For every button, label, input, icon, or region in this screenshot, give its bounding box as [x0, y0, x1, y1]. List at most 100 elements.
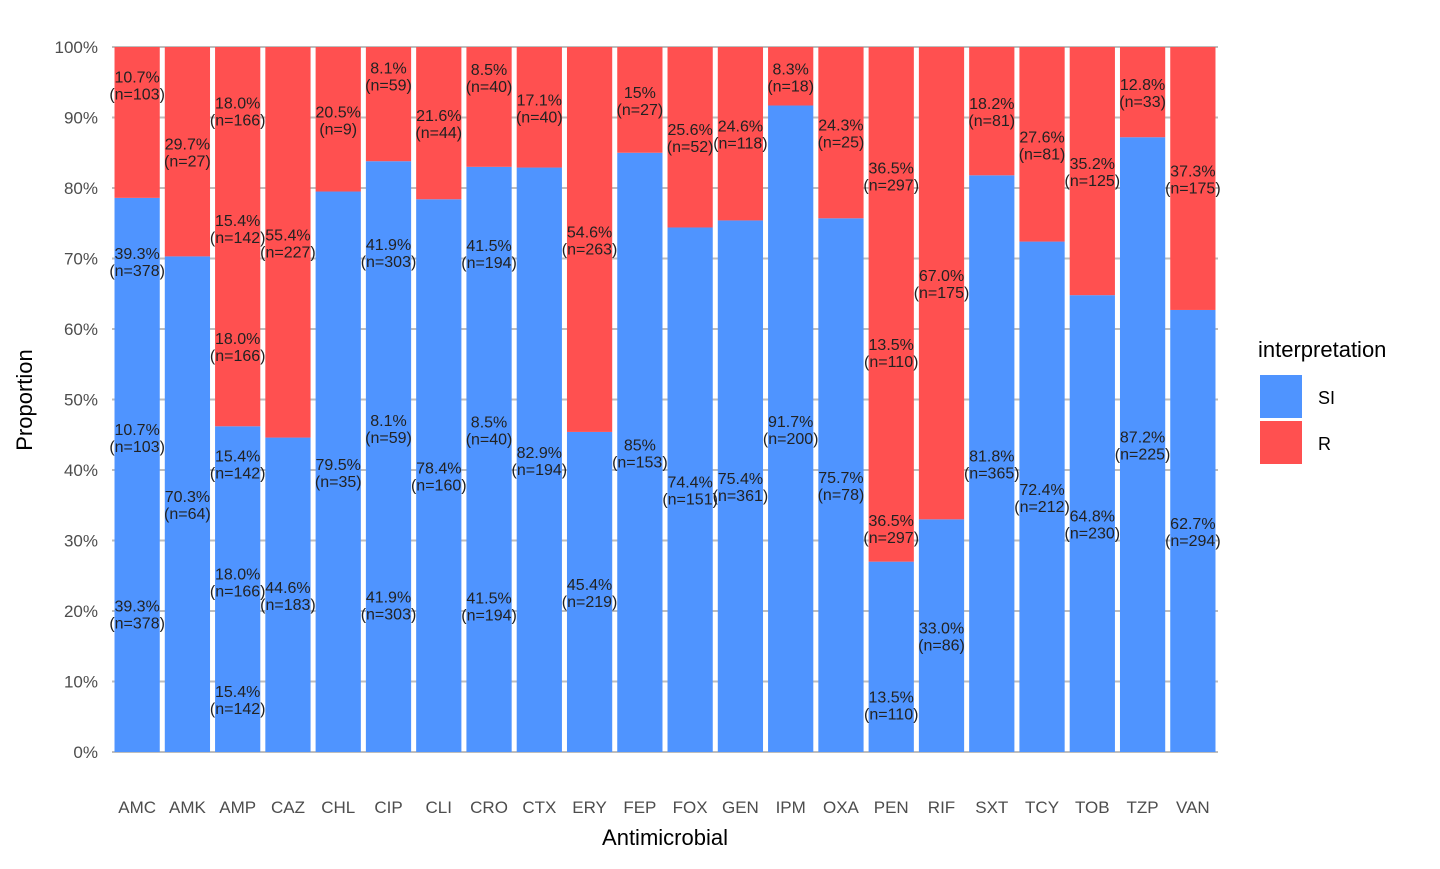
data-label-n: (n=103) [109, 87, 165, 104]
x-tick-label: CLI [426, 798, 452, 817]
legend-label-si: SI [1318, 388, 1335, 408]
data-label-n: (n=303) [361, 606, 417, 623]
y-axis-title: Proportion [12, 349, 37, 451]
y-tick-label: 0% [73, 743, 98, 762]
x-tick-label: FOX [673, 798, 708, 817]
data-label-n: (n=78) [818, 487, 865, 504]
data-label-pct: 54.6% [567, 224, 612, 241]
bar-r-sxt [969, 47, 1015, 176]
bar-r-tzp [1119, 47, 1166, 138]
bar-r-amk [164, 47, 211, 257]
bar-r-amp [215, 47, 261, 427]
data-label-n: (n=160) [411, 478, 467, 495]
legend-swatch-si [1260, 375, 1302, 418]
data-label-pct: 41.5% [466, 591, 511, 608]
data-label-pct: 75.4% [718, 471, 763, 488]
data-label-pct: 24.6% [718, 119, 763, 136]
data-label-n: (n=27) [617, 102, 664, 119]
x-tick-label: CAZ [271, 798, 305, 817]
data-label-n: (n=212) [1014, 499, 1070, 516]
data-label-pct: 27.6% [1019, 129, 1064, 146]
bar-r-rif [918, 47, 965, 520]
y-tick-label: 20% [64, 602, 98, 621]
data-label-pct: 39.3% [114, 598, 159, 615]
x-tick-label: OXA [823, 798, 860, 817]
data-label-n: (n=40) [466, 79, 513, 96]
bar-si-amk [164, 256, 211, 752]
data-label-pct: 64.8% [1070, 509, 1115, 526]
legend: interpretation SI R [1258, 337, 1386, 464]
bar-si-ctx [516, 167, 562, 752]
bar-r-fox [667, 47, 713, 228]
bar-r-gen [717, 47, 764, 221]
data-label-pct: 17.1% [517, 92, 562, 109]
data-label-pct: 12.8% [1120, 77, 1165, 94]
bar-r-tcy [1019, 47, 1065, 242]
data-label-pct: 8.5% [471, 414, 507, 431]
data-label-pct: 62.7% [1170, 516, 1215, 533]
x-tick-label: ERY [572, 798, 607, 817]
data-label-pct: 18.0% [215, 566, 260, 583]
data-label-n: (n=81) [1019, 146, 1066, 163]
data-label-n: (n=166) [210, 112, 266, 129]
data-label-pct: 41.9% [366, 589, 411, 606]
data-label-pct: 13.5% [869, 337, 914, 354]
data-label-n: (n=175) [1165, 180, 1221, 197]
data-label-n: (n=183) [260, 597, 316, 614]
data-label-pct: 87.2% [1120, 430, 1165, 447]
x-tick-label: RIF [928, 798, 955, 817]
y-tick-labels: 0% 10% 20% 30% 40% 50% 60% 70% 80% 90% 100% [55, 38, 98, 762]
data-label-n: (n=64) [164, 506, 211, 523]
data-label-n: (n=194) [512, 462, 568, 479]
data-label-pct: 8.1% [370, 61, 406, 78]
y-tick-label: 10% [64, 673, 98, 692]
data-label-pct: 55.4% [265, 227, 310, 244]
x-tick-label: TZP [1127, 798, 1159, 817]
x-tick-label: AMP [219, 798, 256, 817]
bar-si-amp [215, 426, 261, 752]
y-tick-label: 60% [64, 320, 98, 339]
y-tick-label: 70% [64, 250, 98, 269]
data-label-n: (n=361) [713, 488, 769, 505]
data-label-pct: 21.6% [416, 108, 461, 125]
data-label-pct: 10.7% [114, 70, 159, 87]
bar-r-cro [466, 47, 512, 167]
data-label-pct: 8.3% [772, 61, 808, 78]
data-label-n: (n=86) [918, 638, 965, 655]
y-tick-label: 40% [64, 461, 98, 480]
bar-si-fep [617, 152, 663, 752]
data-label-pct: 67.0% [919, 268, 964, 285]
data-label-pct: 75.7% [818, 470, 863, 487]
data-label-n: (n=110) [864, 706, 918, 723]
bar-r-ipm [768, 47, 814, 106]
data-label-pct: 41.5% [466, 238, 511, 255]
bar-si-caz [265, 437, 311, 752]
x-tick-label: TCY [1025, 798, 1059, 817]
y-tick-label: 80% [64, 179, 98, 198]
data-label-pct: 45.4% [567, 577, 612, 594]
bar-si-tzp [1119, 137, 1166, 753]
data-label-n: (n=52) [667, 139, 714, 156]
bar-r-ctx [516, 47, 562, 168]
data-label-n: (n=263) [562, 241, 618, 258]
data-label-n: (n=297) [863, 530, 919, 547]
bar-si-gen [717, 220, 764, 752]
bars [114, 47, 1216, 753]
x-tick-label: AMC [118, 798, 156, 817]
y-tick-label: 30% [64, 532, 98, 551]
data-label-n: (n=142) [210, 701, 266, 718]
data-label-n: (n=166) [210, 348, 266, 365]
x-tick-label: CHL [321, 798, 355, 817]
data-label-pct: 70.3% [165, 489, 210, 506]
data-label-pct: 41.9% [366, 237, 411, 254]
data-label-n: (n=303) [361, 254, 417, 271]
data-label-pct: 44.6% [265, 580, 310, 597]
bar-si-rif [918, 519, 965, 752]
x-tick-label: CTX [522, 798, 556, 817]
data-label-n: (n=125) [1065, 173, 1121, 190]
data-label-n: (n=59) [365, 430, 412, 447]
bar-r-chl [315, 47, 361, 192]
bar-si-sxt [969, 175, 1015, 752]
data-label-pct: 36.5% [869, 513, 914, 530]
data-label-pct: 82.9% [517, 445, 562, 462]
